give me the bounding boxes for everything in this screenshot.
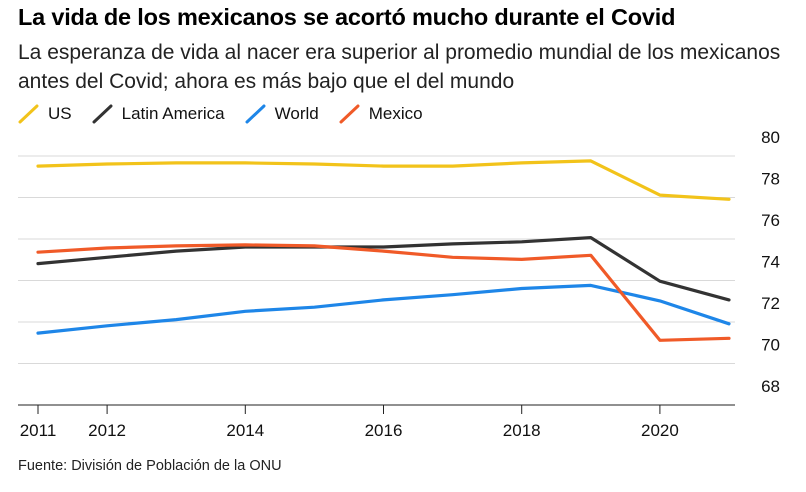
x-tick-label-2018: 2018 (503, 421, 541, 440)
y-tick-label-70: 70 (761, 336, 780, 355)
x-tick-label-2020: 2020 (641, 421, 679, 440)
source-note: Fuente: División de Población de la ONU (18, 458, 282, 474)
legend-item-latin-america: Latin America (92, 103, 225, 125)
y-tick-label-80: 80 (761, 128, 780, 147)
series-line-mexico (36, 243, 731, 342)
legend-item-us: US (18, 103, 72, 125)
legend-label-latin-america: Latin America (121, 104, 225, 123)
legend-item-world: World (245, 103, 319, 125)
legend-label-world: World (274, 104, 319, 123)
series-line-us (36, 159, 731, 201)
y-tick-label-76: 76 (761, 211, 780, 230)
legend-swatch-world (245, 103, 267, 125)
x-tick-label-2011: 2011 (20, 421, 57, 440)
y-tick-label-78: 78 (761, 170, 780, 189)
series-line-latin-america (36, 236, 731, 302)
y-tick-label-68: 68 (761, 377, 780, 396)
legend-swatch-mexico (339, 103, 361, 125)
series-line-world (36, 283, 731, 335)
chart-subtitle: La esperanza de vida al nacer era superi… (18, 41, 781, 93)
legend-swatch-latin-america (92, 103, 114, 125)
legend-label-us: US (48, 104, 72, 123)
legend: US Latin America World Mexico (18, 103, 443, 125)
y-tick-label-74: 74 (761, 253, 780, 272)
x-tick-label-2016: 2016 (365, 421, 403, 440)
legend-label-mexico: Mexico (368, 104, 423, 123)
x-tick-label-2014: 2014 (226, 421, 264, 440)
legend-item-mexico: Mexico (339, 103, 423, 125)
legend-swatch-us (18, 103, 40, 125)
y-tick-label-72: 72 (761, 294, 780, 313)
x-tick-label-2012: 2012 (88, 421, 126, 440)
chart-title: La vida de los mexicanos se acortó mucho… (18, 4, 676, 30)
